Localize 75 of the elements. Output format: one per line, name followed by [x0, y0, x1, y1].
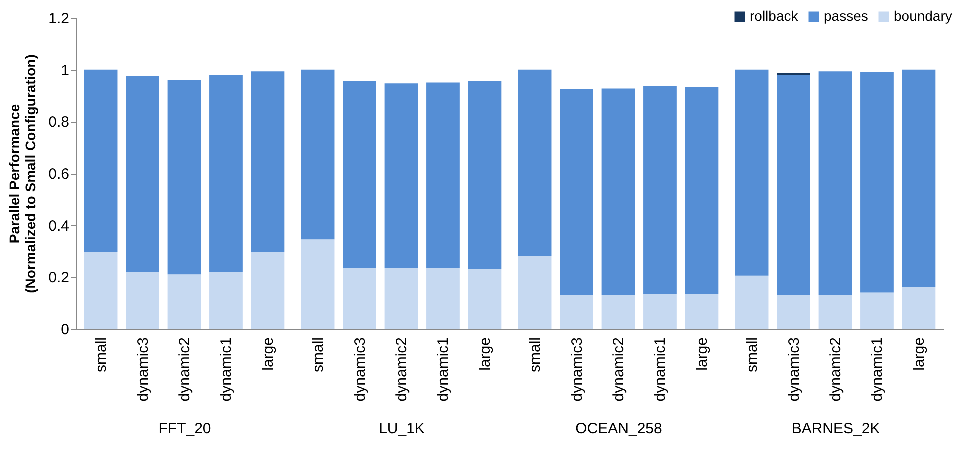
y-tick-label: 1.2 [48, 10, 70, 28]
bar [84, 70, 118, 253]
y-tick-label: 1 [61, 62, 70, 80]
legend-label: rollback [750, 8, 800, 24]
bar [518, 70, 552, 256]
x-tick-label: dynamic2 [610, 338, 628, 402]
bar [560, 295, 594, 329]
bar [210, 272, 243, 329]
bar [902, 70, 936, 288]
x-tick-label: dynamic2 [176, 338, 194, 402]
x-tick-label: small [527, 338, 544, 373]
x-tick-label: dynamic1 [218, 338, 236, 402]
bar [560, 89, 594, 296]
bar [384, 84, 418, 268]
x-tick-label: large [910, 338, 928, 371]
bar [735, 70, 769, 276]
y-tick-label: 0.2 [48, 270, 70, 287]
bar [644, 86, 677, 294]
x-tick-label: large [260, 338, 277, 371]
y-tick-label: 0.4 [48, 218, 70, 235]
bar [301, 70, 335, 240]
bar [301, 240, 335, 329]
bar [818, 72, 852, 296]
bar [426, 82, 460, 268]
y-tick-label: 0.8 [48, 114, 70, 132]
bar [777, 295, 810, 329]
y-tick-label: 0 [61, 322, 70, 338]
x-tick-label: small [744, 338, 762, 373]
bar [735, 276, 769, 329]
bar [126, 272, 160, 329]
bar [860, 72, 894, 293]
bar [251, 72, 285, 253]
bar [818, 295, 852, 329]
x-tick-label: dynamic3 [352, 338, 369, 402]
x-axis-title: BARNES_2K [792, 420, 880, 438]
x-tick-label: dynamic3 [786, 338, 803, 402]
bar [343, 268, 376, 329]
bar [251, 252, 285, 329]
bar [468, 269, 502, 329]
x-tick-label: dynamic3 [134, 338, 152, 402]
y-axis-title: Parallel Performance (Normalized to Small Configuration) [6, 54, 39, 294]
bar [602, 295, 636, 329]
bar [468, 81, 502, 270]
x-tick-label: dynamic3 [568, 338, 586, 402]
bar [685, 87, 719, 294]
bar [518, 256, 552, 329]
x-axis-title: FFT_20 [158, 420, 212, 438]
bar [168, 274, 202, 329]
x-tick-label: large [476, 338, 494, 371]
bar [685, 294, 719, 329]
x-axis-title: OCEAN_258 [576, 420, 662, 438]
bar [860, 292, 894, 329]
x-tick-label: dynamic2 [828, 338, 844, 402]
x-tick-label: dynamic1 [652, 338, 670, 402]
bar [343, 81, 376, 268]
x-tick-label: dynamic2 [394, 338, 410, 402]
bar [426, 268, 460, 329]
bar [168, 80, 202, 275]
y-tick-label: 0.6 [48, 166, 70, 183]
x-tick-label: small [310, 338, 328, 373]
legend-label: passes [824, 8, 868, 24]
bar [84, 252, 118, 329]
x-tick-label: dynamic1 [869, 338, 886, 402]
bar [777, 75, 810, 296]
bar [902, 288, 936, 329]
x-tick-label: small [93, 338, 110, 373]
bar [384, 268, 418, 329]
x-tick-label: dynamic1 [435, 338, 452, 402]
legend-label: boundary [894, 8, 952, 24]
x-axis-title: LU_1K [379, 420, 425, 438]
x-tick-label: large [694, 338, 711, 371]
bar [602, 88, 636, 296]
bar [210, 76, 243, 272]
bar [644, 294, 677, 329]
bar [126, 76, 160, 272]
